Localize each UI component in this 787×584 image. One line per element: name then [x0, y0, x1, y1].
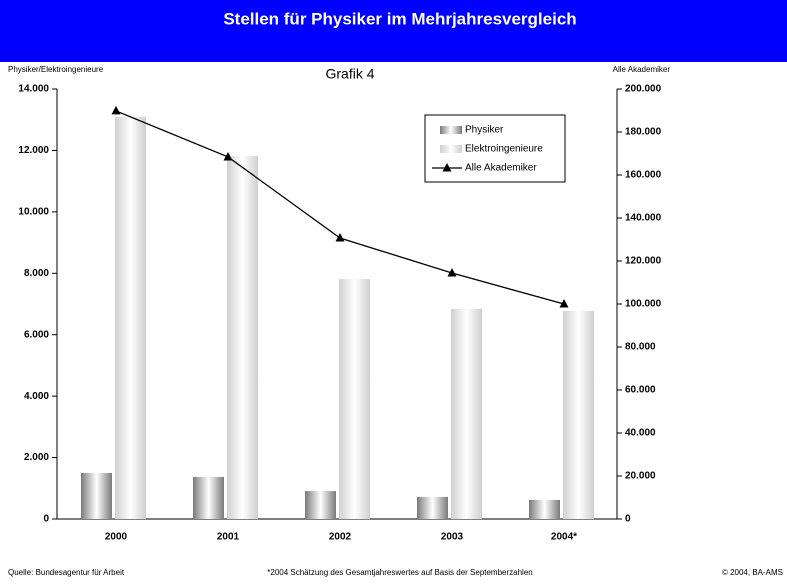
- y-tick-label: 12.000: [18, 145, 49, 156]
- legend-label: Elektroingenieure: [465, 144, 543, 155]
- bar: [193, 476, 224, 519]
- x-tick-label: 2002: [329, 532, 352, 543]
- bar: [563, 310, 594, 519]
- y-tick-label: 2.000: [24, 452, 49, 463]
- bar: [529, 499, 560, 519]
- y2-tick-label: 100.000: [625, 299, 662, 310]
- y-tick-label: 0: [43, 514, 49, 525]
- marker: [111, 105, 121, 115]
- source: Quelle: Bundesagentur für Arbeit: [8, 568, 125, 577]
- bar: [451, 308, 482, 519]
- legend-label: Physiker: [465, 125, 504, 136]
- y-axis-label: Physiker/Elektroingenieure: [8, 65, 104, 74]
- bar: [339, 279, 370, 519]
- x-tick-label: 2000: [105, 532, 128, 543]
- bar: [305, 491, 336, 519]
- bar: [81, 472, 112, 519]
- y-tick-label: 14.000: [18, 84, 49, 95]
- title-bar: [0, 0, 787, 62]
- y2-tick-label: 120.000: [625, 256, 662, 267]
- y2-tick-label: 160.000: [625, 170, 662, 181]
- bar: [227, 155, 258, 519]
- legend-swatch: [440, 145, 462, 153]
- marker: [447, 268, 457, 277]
- y-tick-label: 6.000: [24, 329, 49, 340]
- legend-label: Alle Akademiker: [465, 163, 537, 174]
- bar: [417, 496, 448, 519]
- bar: [115, 116, 146, 519]
- y2-tick-label: 140.000: [625, 213, 662, 224]
- y2-axis-label: Alle Akademiker: [613, 65, 671, 74]
- legend-swatch: [440, 126, 462, 134]
- y-tick-label: 10.000: [18, 206, 49, 217]
- y2-tick-label: 200.000: [625, 84, 662, 95]
- marker: [559, 299, 569, 308]
- x-tick-label: 2003: [441, 532, 464, 543]
- copyright: © 2004, BA-AMS: [722, 568, 783, 577]
- chart-title: Stellen für Physiker im Mehrjahresvergle…: [223, 9, 576, 28]
- marker: [223, 151, 233, 161]
- y2-tick-label: 20.000: [625, 471, 656, 482]
- x-tick-label: 2004*: [551, 532, 577, 543]
- y-tick-label: 4.000: [24, 391, 49, 402]
- footnote: *2004 Schätzung des Gesamtjahreswertes a…: [267, 568, 532, 577]
- y2-tick-label: 0: [625, 514, 631, 525]
- y2-tick-label: 180.000: [625, 127, 662, 138]
- y2-tick-label: 40.000: [625, 428, 656, 439]
- subtitle: Grafik 4: [325, 66, 374, 82]
- x-tick-label: 2001: [217, 532, 240, 543]
- legend-marker: [442, 163, 452, 172]
- marker: [335, 232, 345, 242]
- y-tick-label: 8.000: [24, 268, 49, 279]
- y2-tick-label: 80.000: [625, 342, 656, 353]
- y2-tick-label: 60.000: [625, 385, 656, 396]
